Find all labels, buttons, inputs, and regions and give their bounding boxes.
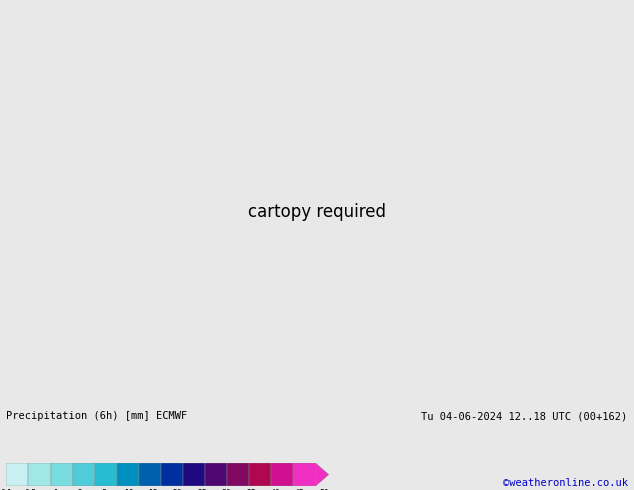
Text: 10: 10	[124, 489, 133, 490]
Text: 15: 15	[148, 489, 158, 490]
Bar	[161, 463, 183, 486]
Text: cartopy required: cartopy required	[248, 203, 386, 221]
Text: ©weatheronline.co.uk: ©weatheronline.co.uk	[503, 478, 628, 488]
Bar	[117, 463, 139, 486]
Text: 0.1: 0.1	[1, 489, 12, 490]
Text: 50: 50	[320, 489, 329, 490]
Text: 45: 45	[295, 489, 305, 490]
Bar	[227, 463, 249, 486]
Text: 35: 35	[246, 489, 256, 490]
Bar	[29, 463, 51, 486]
Text: 2: 2	[77, 489, 82, 490]
Bar	[205, 463, 227, 486]
Text: 20: 20	[172, 489, 183, 490]
Bar	[183, 463, 205, 486]
Bar	[294, 463, 316, 486]
Text: 25: 25	[197, 489, 207, 490]
Bar	[94, 463, 117, 486]
Text: 1: 1	[53, 489, 58, 490]
Bar	[51, 463, 73, 486]
Bar	[139, 463, 161, 486]
Text: 30: 30	[221, 489, 231, 490]
Bar	[249, 463, 271, 486]
Text: 0.5: 0.5	[25, 489, 37, 490]
Bar	[73, 463, 94, 486]
Text: 40: 40	[271, 489, 280, 490]
Bar	[6, 463, 29, 486]
Text: Precipitation (6h) [mm] ECMWF: Precipitation (6h) [mm] ECMWF	[6, 412, 188, 421]
FancyArrow shape	[316, 463, 329, 486]
Text: 5: 5	[101, 489, 107, 490]
Text: Tu 04-06-2024 12..18 UTC (00+162): Tu 04-06-2024 12..18 UTC (00+162)	[422, 412, 628, 421]
Bar	[271, 463, 294, 486]
